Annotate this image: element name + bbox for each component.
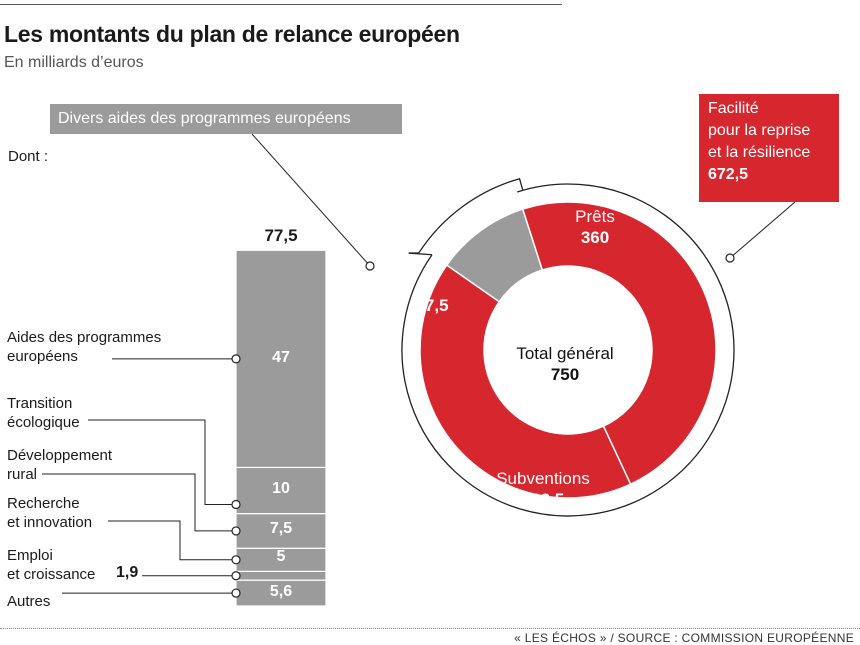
slice-label-divers: 77,5	[415, 296, 449, 315]
gray-banner: Divers aides des programmes européens	[50, 104, 402, 134]
slice-name: Subventions	[496, 469, 590, 488]
leader-dot	[725, 253, 735, 263]
slice-label-prets: Prêts 360	[555, 206, 635, 248]
slice-value: 360	[580, 228, 610, 247]
red-banner-value: 672,5	[708, 166, 749, 183]
red-banner: Facilité pour la reprise et la résilienc…	[699, 94, 839, 202]
category-label-autres: Autres	[7, 592, 50, 611]
category-label-line: Aides des programmes	[7, 329, 162, 346]
leader-lines	[42, 354, 241, 598]
facilite-ring	[401, 183, 735, 517]
center-total: 750	[550, 365, 580, 384]
leader-dot	[231, 526, 241, 536]
segment-value-recherche: 5	[276, 548, 286, 565]
category-label-transition: Transition écologique	[7, 394, 80, 432]
donut-chart	[251, 133, 796, 517]
red-banner-line-3: et la résilience	[708, 144, 811, 161]
category-label-line: Recherche	[7, 495, 80, 512]
divers-wedge-edge	[408, 252, 433, 256]
top-rule	[0, 4, 562, 5]
segment-value-aides: 47	[272, 349, 290, 366]
center-title: Total général	[516, 344, 614, 363]
bar-segment-emploi	[235, 570, 327, 581]
chart-subtitle: En milliards d’euros	[4, 54, 144, 71]
category-label-line: et innovation	[7, 514, 93, 531]
category-label-aides: Aides des programmes européens	[7, 328, 161, 366]
category-label-line: Autres	[7, 593, 51, 610]
bottom-rule	[0, 628, 860, 629]
dont-label: Dont :	[8, 148, 49, 165]
donut-slice-prets	[521, 201, 717, 486]
leader-transition	[88, 419, 236, 506]
bar-segment-aides	[235, 249, 327, 469]
leader-dot	[231, 499, 241, 510]
stacked-bar	[235, 249, 327, 607]
category-label-line: et croissance	[7, 566, 96, 583]
category-label-line: rural	[7, 466, 38, 483]
divers-wedge-outline	[408, 177, 524, 254]
segment-value-developpement: 7,5	[269, 520, 293, 537]
category-label-developpement: Développement rural	[7, 446, 112, 484]
slice-label-subventions: Subventions 312,5	[478, 468, 608, 510]
bar-segment-autres	[235, 579, 327, 607]
segment-value-autres: 5,6	[269, 583, 293, 600]
leader-developpement	[42, 473, 236, 532]
leader-facilite	[729, 201, 796, 259]
leader-divers	[251, 133, 371, 267]
segment-value-emploi: 1,9	[116, 564, 139, 581]
segment-value-transition: 10	[272, 480, 290, 497]
leader-dot	[231, 588, 241, 598]
chart-title: Les montants du plan de relance européen	[4, 21, 460, 47]
leader-recherche	[108, 520, 236, 561]
donut-center-label: Total général 750	[490, 343, 640, 385]
category-label-line: européens	[7, 348, 78, 365]
category-label-line: Emploi	[7, 547, 53, 564]
leader-dot	[231, 555, 241, 565]
category-label-line: Transition	[7, 395, 73, 412]
bar-segment-transition	[235, 466, 327, 515]
source-credit: « LES ÉCHOS » / SOURCE : COMMISSION EURO…	[514, 631, 854, 645]
category-label-emploi: Emploi et croissance	[7, 546, 95, 584]
slice-value: 312,5	[521, 490, 565, 509]
red-banner-line-1: Facilité	[708, 100, 759, 117]
red-banner-line-2: pour la reprise	[708, 122, 811, 139]
leader-dot	[365, 261, 375, 271]
bar-segment-developpement	[235, 513, 327, 549]
slice-name: Prêts	[575, 207, 615, 226]
bar-total-label: 77,5	[264, 226, 298, 245]
donut-slice-subventions	[419, 264, 632, 499]
category-label-line: Développement	[7, 447, 113, 464]
leader-dot	[231, 571, 241, 581]
category-label-recherche: Recherche et innovation	[7, 494, 92, 532]
category-label-line: écologique	[7, 414, 80, 431]
leader-dot	[231, 354, 241, 364]
